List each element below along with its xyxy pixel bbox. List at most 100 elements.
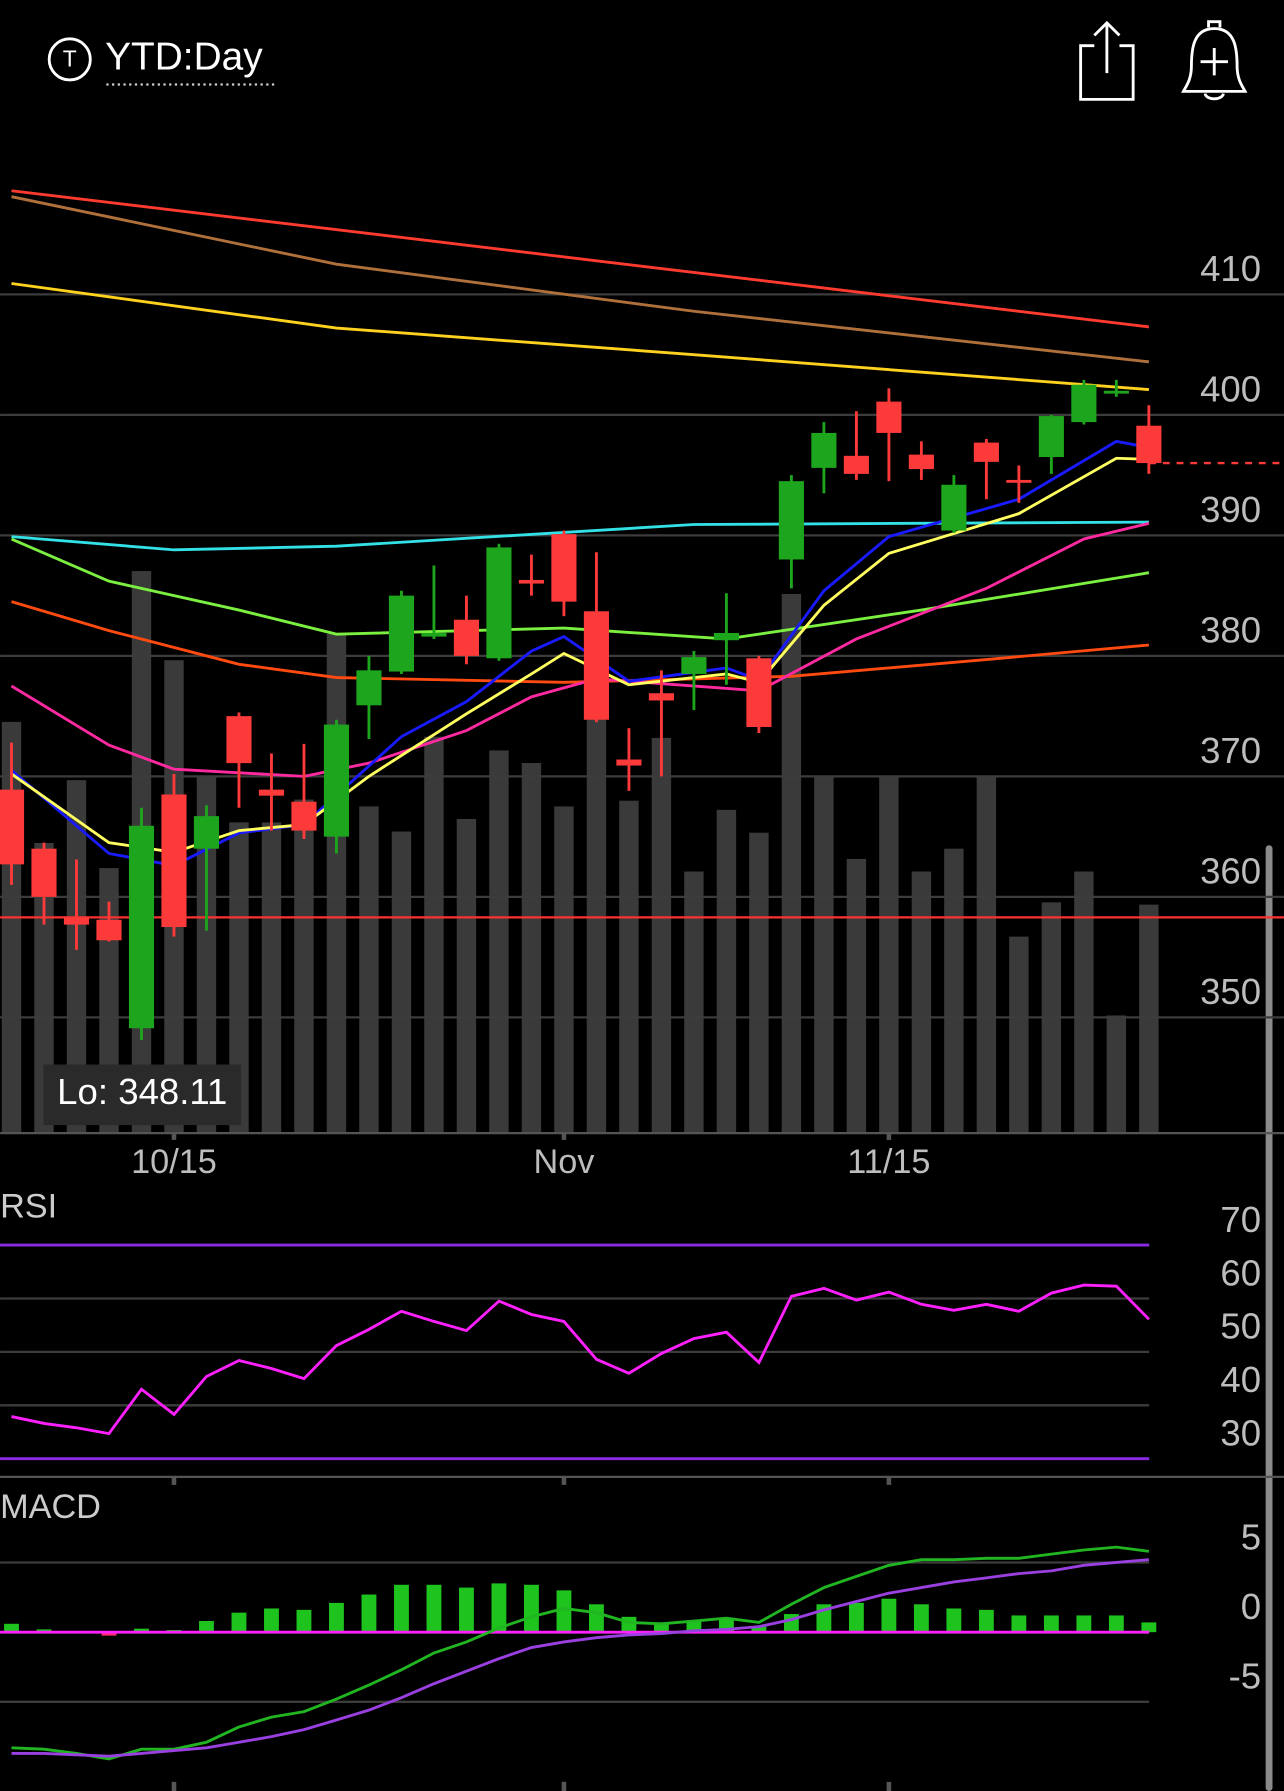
- volume-bar: [554, 806, 574, 1134]
- candle-body: [778, 481, 804, 560]
- volume-bar: [489, 750, 509, 1134]
- histogram-bar: [1043, 1615, 1059, 1633]
- histogram-bar: [589, 1604, 604, 1633]
- histogram-bar: [426, 1584, 442, 1633]
- candle-body: [583, 611, 609, 720]
- timeframe-selector[interactable]: T YTD:Day: [47, 36, 275, 86]
- candle-body: [746, 658, 772, 727]
- lo-label-prefix: Lo:: [57, 1071, 108, 1112]
- histogram-bar: [946, 1608, 962, 1633]
- share-arrow: [1093, 20, 1121, 74]
- volume-bar: [781, 593, 802, 1134]
- y-tick-label: 410: [1200, 248, 1261, 289]
- candle-body: [31, 848, 57, 897]
- volume-bar: [586, 685, 607, 1134]
- histogram-bar: [653, 1622, 669, 1633]
- histogram-bar: [556, 1590, 572, 1633]
- x-tick-label: 11/15: [847, 1143, 930, 1181]
- volume-bar: [196, 776, 217, 1134]
- volume-bar: [34, 842, 54, 1134]
- volume-bar: [359, 806, 379, 1134]
- histogram-bar: [881, 1598, 897, 1633]
- volume-bar: [1106, 1015, 1127, 1134]
- candle-body: [1136, 425, 1162, 464]
- candle-body: [648, 693, 674, 701]
- candle-body: [1006, 479, 1032, 483]
- candle-body: [876, 401, 902, 433]
- histogram-bar: [913, 1604, 929, 1633]
- volume-bar: [749, 832, 769, 1134]
- candle-body: [713, 632, 739, 641]
- volume-bar: [1139, 904, 1159, 1134]
- macd-line: [11, 1558, 1150, 1758]
- histogram-bar: [1011, 1615, 1027, 1633]
- moving-average: [11, 195, 1150, 364]
- y-tick-label: 380: [1200, 610, 1261, 651]
- scrollbar[interactable]: [1265, 845, 1273, 1791]
- macd-line: [11, 1545, 1150, 1761]
- lo-label-value: 348.11: [118, 1071, 227, 1112]
- ticker-icon: [47, 37, 92, 82]
- alert-button[interactable]: [1181, 20, 1248, 101]
- histogram-bar: [329, 1602, 344, 1633]
- y-tick-label: 40: [1220, 1359, 1261, 1400]
- y-tick-label: 400: [1200, 369, 1261, 410]
- volume-bar: [651, 737, 672, 1134]
- share-box: [1079, 44, 1135, 101]
- volume-bar: [976, 776, 997, 1134]
- moving-average: [10, 521, 1150, 778]
- volume-bar: [684, 871, 704, 1134]
- volume-bar: [424, 736, 444, 1134]
- moving-average: [11, 600, 1150, 684]
- candle-body: [811, 432, 837, 468]
- volume-bar: [716, 809, 737, 1134]
- x-tick-label: 10/15: [131, 1143, 217, 1181]
- rsi-line: [11, 1283, 1150, 1436]
- candle-body: [161, 794, 187, 928]
- volume-bar: [619, 800, 639, 1134]
- histogram-bar: [621, 1616, 637, 1633]
- lo-label: Lo: 348.11: [57, 1071, 227, 1112]
- timeframe-title: YTD:Day: [105, 36, 263, 79]
- histogram-bar: [1141, 1622, 1157, 1633]
- candle-body: [908, 454, 934, 470]
- moving-average: [11, 282, 1150, 392]
- moving-average: [10, 537, 1150, 641]
- histogram-bar: [459, 1587, 474, 1633]
- candle-body: [291, 801, 317, 831]
- share-button[interactable]: [1079, 20, 1135, 101]
- lo-label-box: [43, 1064, 242, 1126]
- volume-bar: [456, 818, 477, 1134]
- histogram-bar: [848, 1602, 864, 1633]
- histogram-bar: [394, 1584, 409, 1633]
- histogram-bar: [1076, 1615, 1092, 1633]
- histogram-bar: [4, 1623, 19, 1633]
- volume-bar: [814, 775, 834, 1134]
- candle-body: [551, 534, 577, 602]
- candle-body: [453, 619, 480, 656]
- histogram-bar: [361, 1594, 377, 1633]
- volume-bar: [229, 822, 249, 1134]
- candle-body: [1103, 390, 1129, 394]
- volume-bar: [521, 763, 542, 1134]
- volume-bar: [911, 871, 932, 1134]
- y-tick-label: 5: [1241, 1516, 1261, 1557]
- volume-bar: [66, 780, 87, 1134]
- candle-body: [388, 595, 415, 672]
- y-tick-label: 370: [1200, 730, 1261, 771]
- histogram-bar: [134, 1628, 149, 1633]
- panel-title: MACD: [0, 1488, 101, 1526]
- volume-bar: [294, 799, 314, 1134]
- y-tick-label: 0: [1241, 1586, 1261, 1627]
- volume-bar: [261, 822, 282, 1134]
- histogram-bar: [491, 1583, 507, 1633]
- candle-body: [323, 724, 350, 837]
- histogram-bar: [101, 1632, 117, 1636]
- candle-body: [421, 632, 447, 637]
- histogram-bar: [231, 1612, 247, 1633]
- y-tick-label: 60: [1220, 1252, 1261, 1293]
- candle-body: [0, 789, 25, 865]
- x-tick-label: Nov: [533, 1143, 595, 1181]
